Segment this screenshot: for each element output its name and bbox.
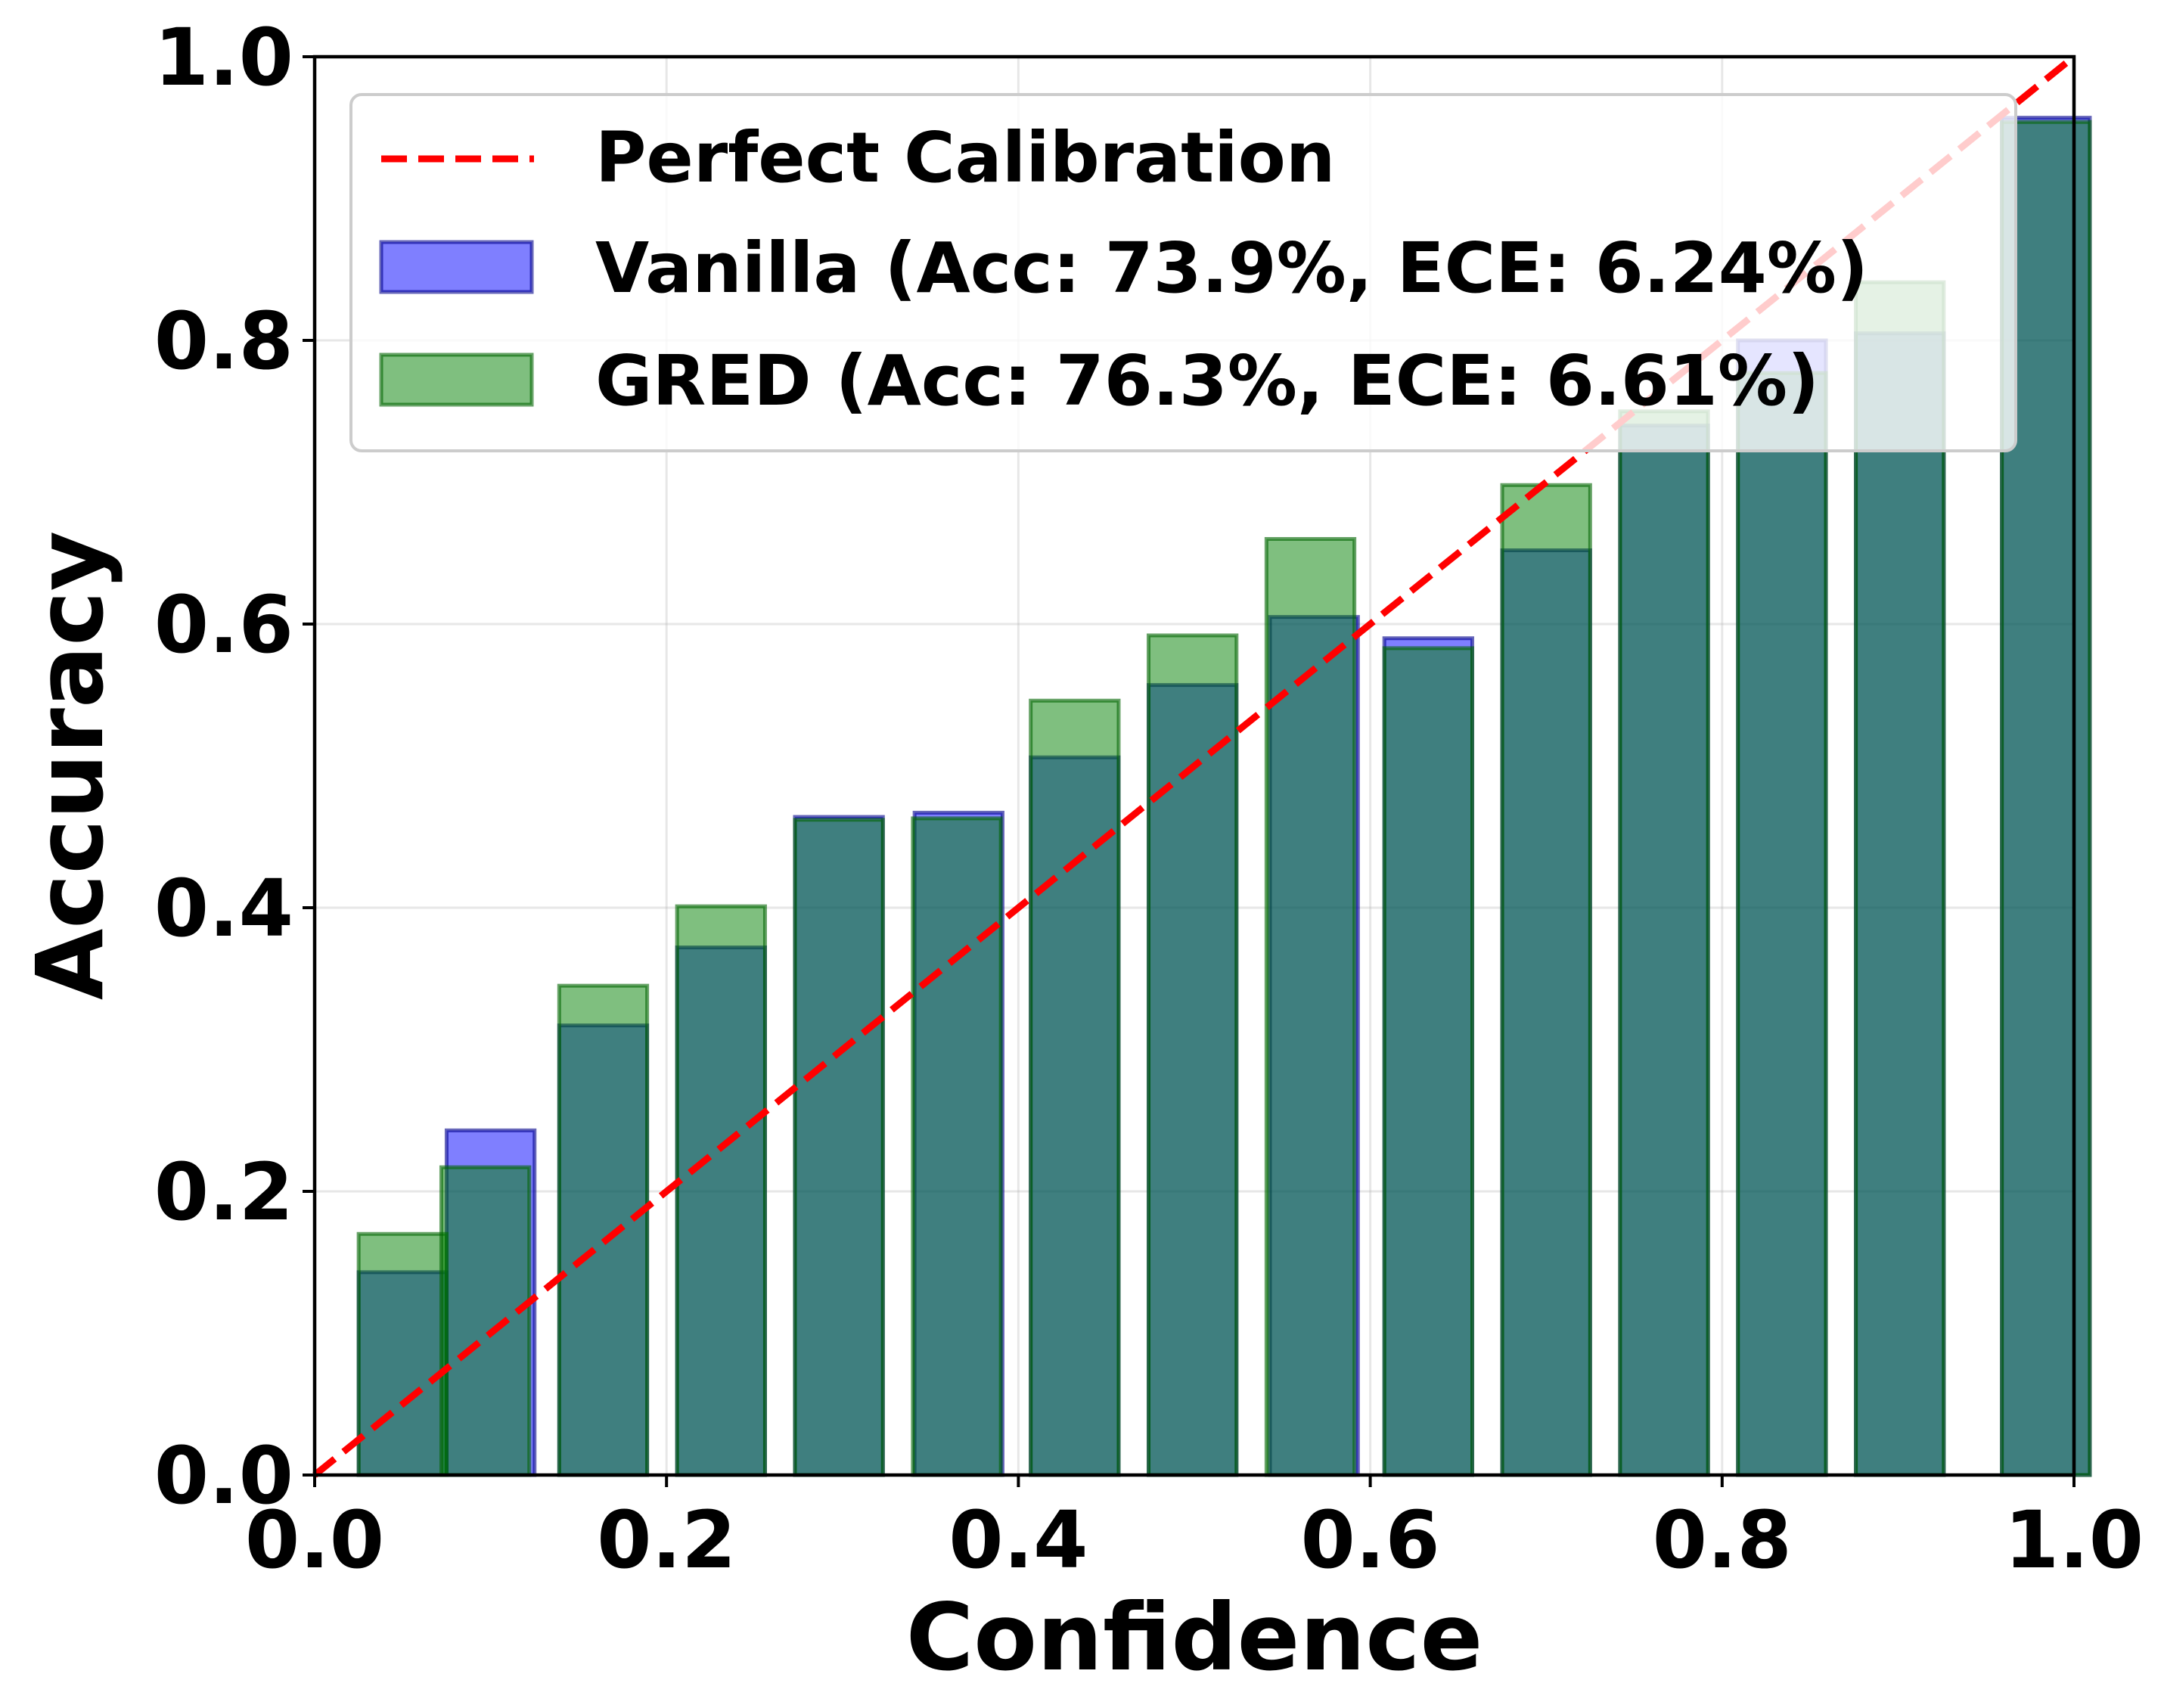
gred-bar xyxy=(1029,698,1121,1477)
y-tick-label: 0.8 xyxy=(154,295,293,387)
y-tick-label: 0.6 xyxy=(154,579,293,671)
x-tick-label: 0.2 xyxy=(597,1494,736,1586)
legend-label-gred: GRED (Acc: 76.3%, ECE: 6.61%) xyxy=(595,340,1819,421)
plot-frame xyxy=(312,54,2076,1477)
gred-bar xyxy=(1736,371,1828,1477)
legend: Perfect Calibration Vanilla (Acc: 73.9%,… xyxy=(349,93,2017,452)
x-axis-label: Confidence xyxy=(906,1584,1483,1691)
gred-bar xyxy=(793,818,885,1477)
y-tick-label: 1.0 xyxy=(154,11,293,104)
ticks: 0.0 0.2 0.4 0.6 0.8 1.0 0.0 0.2 0.4 0.6 0.8 1.0 xyxy=(154,11,2144,1586)
gred-bar xyxy=(1854,280,1946,1477)
y-tick-label: 0.2 xyxy=(154,1146,293,1238)
legend-swatch-gred xyxy=(379,352,534,407)
perfect-calibration-line xyxy=(312,54,2076,1478)
y-axis-label: Accuracy xyxy=(17,531,124,1000)
y-tick-label: 0.0 xyxy=(154,1430,293,1522)
legend-label-perfect-calibration: Perfect Calibration xyxy=(595,117,1335,198)
y-tick-label: 0.4 xyxy=(154,862,293,955)
legend-label-vanilla: Vanilla (Acc: 73.9%, ECE: 6.24%) xyxy=(595,228,1868,309)
legend-swatch-vanilla xyxy=(379,240,534,294)
gred-bar xyxy=(557,983,650,1477)
x-tick-label: 0.4 xyxy=(948,1494,1088,1586)
gred-bar xyxy=(1500,483,1592,1477)
legend-box xyxy=(349,93,2017,452)
x-tick-label: 1.0 xyxy=(2004,1494,2144,1586)
x-tick-label: 0.8 xyxy=(1653,1494,1792,1586)
gred-bar xyxy=(439,1165,532,1477)
gred-bar xyxy=(356,1231,449,1477)
gred-bar xyxy=(911,816,1003,1477)
gred-bar xyxy=(675,904,767,1477)
gred-bar xyxy=(1618,409,1710,1477)
gred-bar xyxy=(1147,633,1239,1477)
x-tick-label: 0.6 xyxy=(1300,1494,1439,1586)
gred-bar xyxy=(1382,646,1475,1477)
x-tick-label: 0.0 xyxy=(245,1494,384,1586)
gred-bar xyxy=(1264,537,1357,1477)
